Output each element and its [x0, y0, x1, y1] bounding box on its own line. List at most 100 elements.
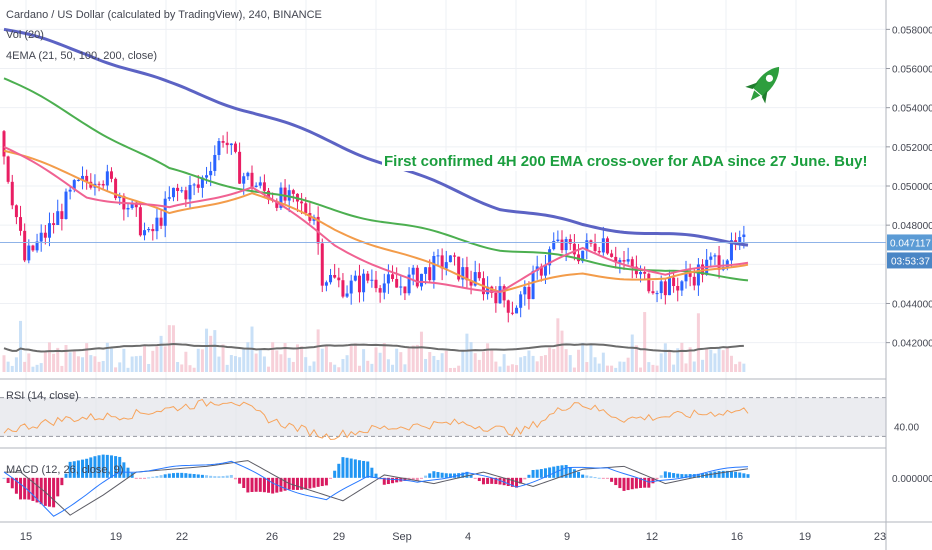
ema-21-line: [3, 145, 749, 293]
candle-body: [643, 271, 647, 274]
macd-bar: [192, 474, 196, 478]
macd-bar: [424, 475, 428, 478]
macd-bar: [320, 477, 324, 487]
volume-bar: [291, 361, 295, 372]
volume-bar: [626, 357, 630, 372]
volume-bar: [64, 345, 68, 372]
candle-body: [262, 182, 266, 191]
volume-bar: [659, 353, 663, 372]
candle-body: [370, 279, 374, 281]
volume-bar: [461, 350, 465, 372]
macd-bar: [353, 459, 357, 478]
volume-bar: [159, 335, 163, 372]
candle-body: [684, 272, 688, 282]
volume-bar: [502, 354, 506, 372]
volume-bar: [432, 355, 436, 372]
price-axis-label: 0.048000: [892, 221, 932, 232]
macd-bar: [229, 474, 233, 478]
volume-bar: [225, 364, 229, 372]
candle-body: [333, 275, 337, 278]
volume-bar: [630, 334, 634, 372]
price-axis-label: 0.054000: [892, 104, 932, 115]
candle-body: [655, 293, 659, 295]
macd-bar: [349, 458, 353, 478]
volume-bar: [31, 366, 35, 372]
macd-bar: [163, 474, 167, 478]
candle-body: [415, 267, 419, 287]
macd-bar: [506, 477, 510, 486]
candle-body: [659, 281, 663, 294]
volume-bar: [572, 367, 576, 372]
volume-legend: Vol (20): [6, 29, 44, 41]
volume-bar: [391, 364, 395, 372]
volume-bar: [411, 345, 415, 372]
volume-bar: [93, 356, 97, 372]
candle-body: [725, 260, 729, 268]
price-axis-label: 0.052000: [892, 143, 932, 154]
volume-bar: [23, 361, 27, 372]
candle-body: [109, 171, 113, 179]
macd-bar: [634, 477, 638, 489]
volume-bar: [399, 352, 403, 372]
volume-bar: [634, 345, 638, 372]
volume-bar: [680, 342, 684, 372]
candle-body: [630, 259, 634, 267]
volume-bar: [205, 328, 209, 372]
macd-bar: [639, 477, 643, 488]
candle-body: [407, 274, 411, 294]
volume-ma-line: [3, 342, 744, 353]
macd-bar: [72, 461, 76, 478]
candle-body: [180, 190, 184, 192]
time-axis: 15 19 22 26 29 Sep 4 9 12 16 19 23: [20, 531, 886, 543]
candle-body: [143, 230, 147, 236]
macd-bar: [519, 477, 523, 484]
candle-body: [515, 307, 519, 314]
candle-body: [341, 280, 345, 297]
candle-body: [155, 217, 159, 232]
macd-bar: [581, 474, 585, 478]
macd-bar: [138, 477, 142, 479]
macd-bar: [696, 473, 700, 478]
macd-bar: [93, 456, 97, 478]
candle-body: [510, 312, 514, 314]
volume-bar: [610, 365, 614, 372]
macd-bar: [477, 477, 481, 482]
candle-body: [680, 281, 684, 291]
volume-bar: [271, 342, 275, 372]
volume-bar: [539, 356, 543, 372]
macd-bar: [552, 466, 556, 478]
macd-bar: [667, 472, 671, 478]
volume-bar: [601, 352, 605, 372]
macd-bar: [105, 454, 109, 478]
macd-bar: [23, 477, 27, 500]
candle-body: [502, 286, 506, 301]
volume-bar: [510, 364, 514, 372]
macd-bar: [605, 477, 609, 479]
volume-bar: [419, 331, 423, 372]
candle-body: [527, 286, 531, 300]
candle-body: [64, 191, 68, 219]
volume-bar: [19, 320, 23, 372]
macd-bar: [568, 466, 572, 478]
volume-bar: [605, 365, 609, 372]
volume-bar: [300, 346, 304, 372]
macd-bar: [548, 467, 552, 478]
candle-body: [188, 185, 192, 200]
volume-bar: [184, 351, 188, 372]
volume-bar: [643, 312, 647, 372]
volume-bar: [515, 365, 519, 372]
candle-body: [52, 223, 56, 225]
macd-bar: [97, 455, 101, 478]
candle-body: [14, 205, 18, 218]
volume-bar: [618, 361, 622, 372]
macd-bar: [515, 477, 519, 488]
macd-bar: [362, 460, 366, 478]
volume-bar: [585, 362, 589, 372]
volume-bar: [465, 333, 469, 372]
candle-body: [39, 232, 43, 242]
candle-body: [676, 286, 680, 291]
candle-body: [572, 243, 576, 255]
candle-body: [395, 278, 399, 288]
candle-body: [469, 280, 473, 286]
